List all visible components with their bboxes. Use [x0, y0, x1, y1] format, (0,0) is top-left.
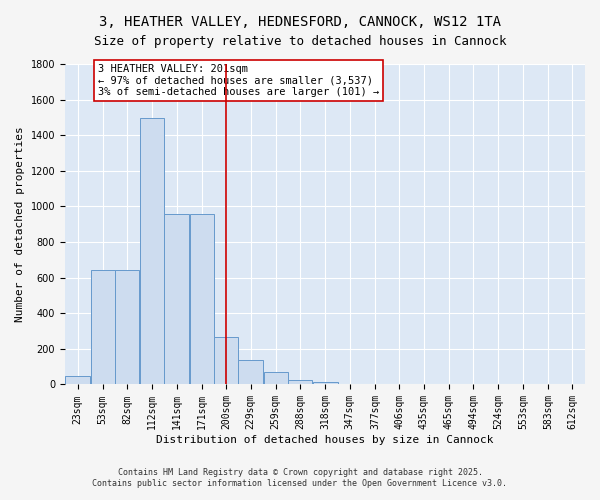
- Bar: [238, 360, 263, 384]
- Y-axis label: Number of detached properties: Number of detached properties: [15, 126, 25, 322]
- Bar: [214, 338, 238, 384]
- Bar: [115, 270, 139, 384]
- Bar: [313, 382, 338, 384]
- Text: 3 HEATHER VALLEY: 201sqm
← 97% of detached houses are smaller (3,537)
3% of semi: 3 HEATHER VALLEY: 201sqm ← 97% of detach…: [98, 64, 379, 97]
- Bar: [190, 214, 214, 384]
- Bar: [91, 270, 115, 384]
- Text: Contains HM Land Registry data © Crown copyright and database right 2025.
Contai: Contains HM Land Registry data © Crown c…: [92, 468, 508, 487]
- Bar: [263, 372, 288, 384]
- Text: Size of property relative to detached houses in Cannock: Size of property relative to detached ho…: [94, 35, 506, 48]
- Bar: [65, 376, 89, 384]
- Bar: [140, 118, 164, 384]
- X-axis label: Distribution of detached houses by size in Cannock: Distribution of detached houses by size …: [156, 435, 494, 445]
- Bar: [288, 380, 313, 384]
- Text: 3, HEATHER VALLEY, HEDNESFORD, CANNOCK, WS12 1TA: 3, HEATHER VALLEY, HEDNESFORD, CANNOCK, …: [99, 15, 501, 29]
- Bar: [164, 214, 189, 384]
